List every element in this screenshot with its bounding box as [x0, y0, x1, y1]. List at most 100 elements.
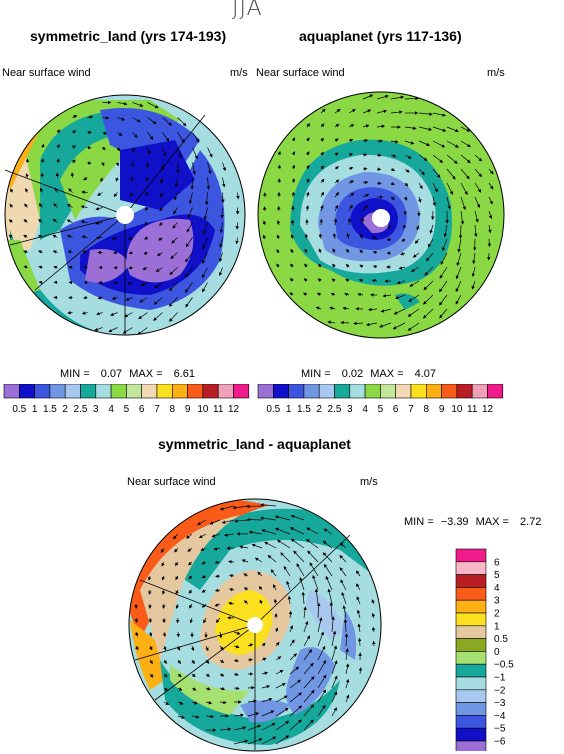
wind-vector: [160, 177, 164, 184]
wind-vector: [345, 278, 350, 283]
wind-vector: [247, 658, 253, 662]
wind-vector: [187, 207, 193, 219]
wind-vector: [170, 252, 178, 260]
wind-vector: [439, 308, 448, 319]
wind-vector: [174, 561, 179, 567]
wind-vector: [113, 280, 118, 285]
wind-vector: [80, 205, 88, 209]
wind-vector: [177, 715, 185, 719]
map2-vectors: [262, 94, 494, 331]
wind-vector: [72, 115, 78, 119]
wind-vector: [219, 645, 224, 651]
wind-vector: [290, 234, 295, 240]
colorbar-swatch: [272, 384, 289, 399]
wind-vector: [429, 224, 434, 234]
wind-vector: [277, 164, 281, 170]
top-colorbars: 0.5 1 1.5 2 2.5 3 4 5 6 7 8 9 10 11 12 0.5 1 1.5 2 2.5 3 4 5 6…: [3, 384, 504, 415]
wind-vector: [488, 196, 493, 205]
wind-vector: [341, 591, 347, 605]
wind-vector: [163, 701, 170, 705]
colorbar-tick-label: 3: [347, 404, 353, 415]
wind-vector: [218, 267, 223, 277]
wind-vector: [215, 617, 221, 624]
wind-vector: [312, 574, 319, 591]
map-symmetric-land: [5, 95, 245, 335]
wind-vector: [380, 308, 392, 313]
wind-vector: [175, 603, 180, 609]
wind-vector: [320, 204, 324, 212]
wind-vector: [124, 312, 133, 318]
wind-vector: [390, 196, 396, 200]
wind-vector: [334, 204, 339, 212]
colorbar-swatch: [64, 384, 81, 399]
wind-vector: [173, 207, 178, 215]
wind-vector: [333, 218, 338, 226]
wind-vector: [52, 250, 58, 254]
wind-vector: [345, 678, 350, 689]
colorbar-tick-label: 6: [494, 557, 500, 568]
wind-vector: [303, 676, 315, 689]
wind-vector: [289, 625, 294, 633]
wind-vector: [72, 145, 77, 149]
wind-vector: [317, 645, 326, 661]
wind-vector: [460, 196, 466, 211]
wind-vector: [325, 575, 333, 591]
wind-vector: [342, 605, 347, 619]
wind-vector: [320, 178, 325, 184]
wind-vector: [102, 131, 108, 135]
wind-vector: [309, 562, 319, 577]
wind-vector: [94, 327, 103, 332]
wind-vector: [8, 219, 13, 223]
wind-vector: [488, 168, 494, 175]
wind-vector: [286, 580, 291, 591]
colorbar-tick-label: −6: [494, 737, 506, 748]
wind-vector: [205, 700, 213, 705]
wind-vector: [257, 571, 263, 577]
wind-vector: [102, 116, 110, 120]
wind-vector: [198, 533, 207, 539]
wind-vector: [303, 662, 314, 675]
wind-vector: [331, 691, 338, 703]
panel1-min-value: 0.07: [100, 368, 123, 380]
wind-vector: [440, 252, 448, 265]
wind-vector: [368, 307, 378, 312]
wind-vector: [138, 312, 148, 320]
wind-vector: [289, 639, 295, 647]
wind-vector: [439, 294, 448, 306]
wind-vector: [261, 642, 266, 647]
wind-vector: [409, 280, 420, 287]
wind-vector: [418, 182, 423, 190]
wind-vector: [404, 182, 409, 187]
wind-vector: [177, 701, 184, 705]
wind-vector: [147, 132, 154, 140]
wind-vector: [174, 177, 179, 188]
wind-vector: [296, 563, 305, 577]
wind-vector: [334, 152, 339, 157]
wind-vector: [175, 589, 179, 595]
wind-vector: [191, 659, 195, 665]
wind-vector: [446, 168, 456, 180]
wind-vector: [414, 238, 420, 244]
colorbar-swatch: [455, 574, 487, 588]
wind-vector: [332, 233, 337, 240]
panel2-title: aquaplanet (yrs 117-136): [299, 28, 462, 44]
wind-vector: [348, 204, 353, 212]
colorbar-tick-label: 2: [62, 404, 68, 415]
wind-vector: [153, 297, 163, 305]
wind-vector: [261, 710, 275, 717]
colorbar-tick-label: 8: [170, 404, 176, 415]
wind-vector: [390, 110, 403, 114]
wind-vector: [128, 250, 133, 255]
wind-vector: [403, 224, 407, 229]
wind-vector: [390, 139, 399, 144]
wind-vector: [474, 182, 482, 193]
wind-vector: [345, 663, 350, 675]
colorbar-tick-label: −2: [494, 685, 506, 696]
wind-vector: [137, 327, 148, 335]
wind-vector: [40, 187, 44, 193]
wind-vector: [218, 631, 223, 639]
wind-vector: [344, 292, 350, 297]
wind-vector: [140, 282, 148, 286]
wind-vector: [303, 689, 315, 703]
wind-vector: [304, 263, 308, 268]
